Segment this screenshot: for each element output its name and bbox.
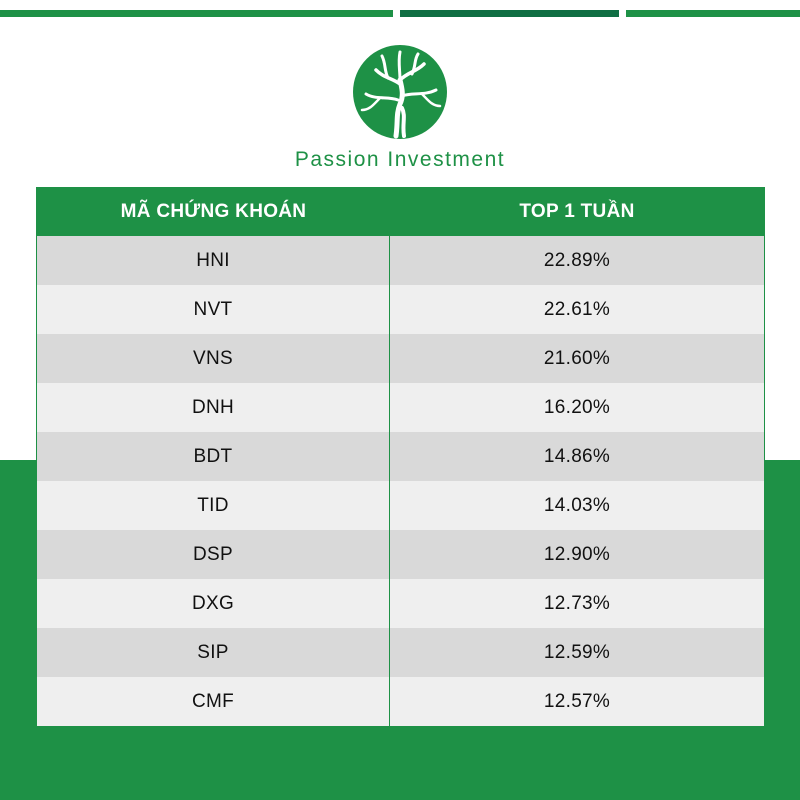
table-row: BDT 14.86% (37, 432, 764, 481)
header-top-1-week: TOP 1 TUẦN (519, 201, 635, 222)
stock-code: BDT (37, 432, 390, 481)
stock-table: MÃ CHỨNG KHOÁN TOP 1 TUẦN HNI 22.89% NVT… (36, 187, 765, 726)
table-row: VNS 21.60% (37, 334, 764, 383)
table-row: HNI 22.89% (37, 236, 764, 285)
stock-code: SIP (37, 628, 390, 677)
header-stock-code: MÃ CHỨNG KHOÁN (120, 201, 307, 222)
table-row: CMF 12.57% (37, 677, 764, 726)
tree-icon (353, 45, 447, 139)
table-header: MÃ CHỨNG KHOÁN TOP 1 TUẦN (37, 188, 764, 236)
stock-change: 22.61% (543, 298, 611, 320)
stock-change: 12.73% (543, 592, 611, 614)
stock-change: 14.86% (543, 445, 611, 467)
stock-code: DNH (37, 383, 390, 432)
stock-code: DSP (37, 530, 390, 579)
table-row: DXG 12.73% (37, 579, 764, 628)
stock-code: HNI (37, 236, 390, 285)
stock-code: TID (37, 481, 390, 530)
top-accent-bar-left (0, 10, 393, 17)
stock-code: VNS (37, 334, 390, 383)
stock-change: 12.57% (543, 690, 611, 712)
stock-change: 12.90% (543, 543, 611, 565)
table-row: NVT 22.61% (37, 285, 764, 334)
table-row: DNH 16.20% (37, 383, 764, 432)
stock-change: 16.20% (543, 396, 611, 418)
table-row: DSP 12.90% (37, 530, 764, 579)
stock-change: 12.59% (543, 641, 611, 663)
brand-name: Passion Investment (294, 148, 506, 171)
table-row: TID 14.03% (37, 481, 764, 530)
stock-change: 21.60% (543, 347, 611, 369)
stock-change: 22.89% (543, 249, 611, 271)
top-accent-bar-middle (400, 10, 619, 17)
table-row: SIP 12.59% (37, 628, 764, 677)
top-accent-bar-right (626, 10, 800, 17)
stock-code: DXG (37, 579, 390, 628)
stock-code: NVT (37, 285, 390, 334)
stock-change: 14.03% (543, 494, 611, 516)
stock-code: CMF (37, 677, 390, 726)
